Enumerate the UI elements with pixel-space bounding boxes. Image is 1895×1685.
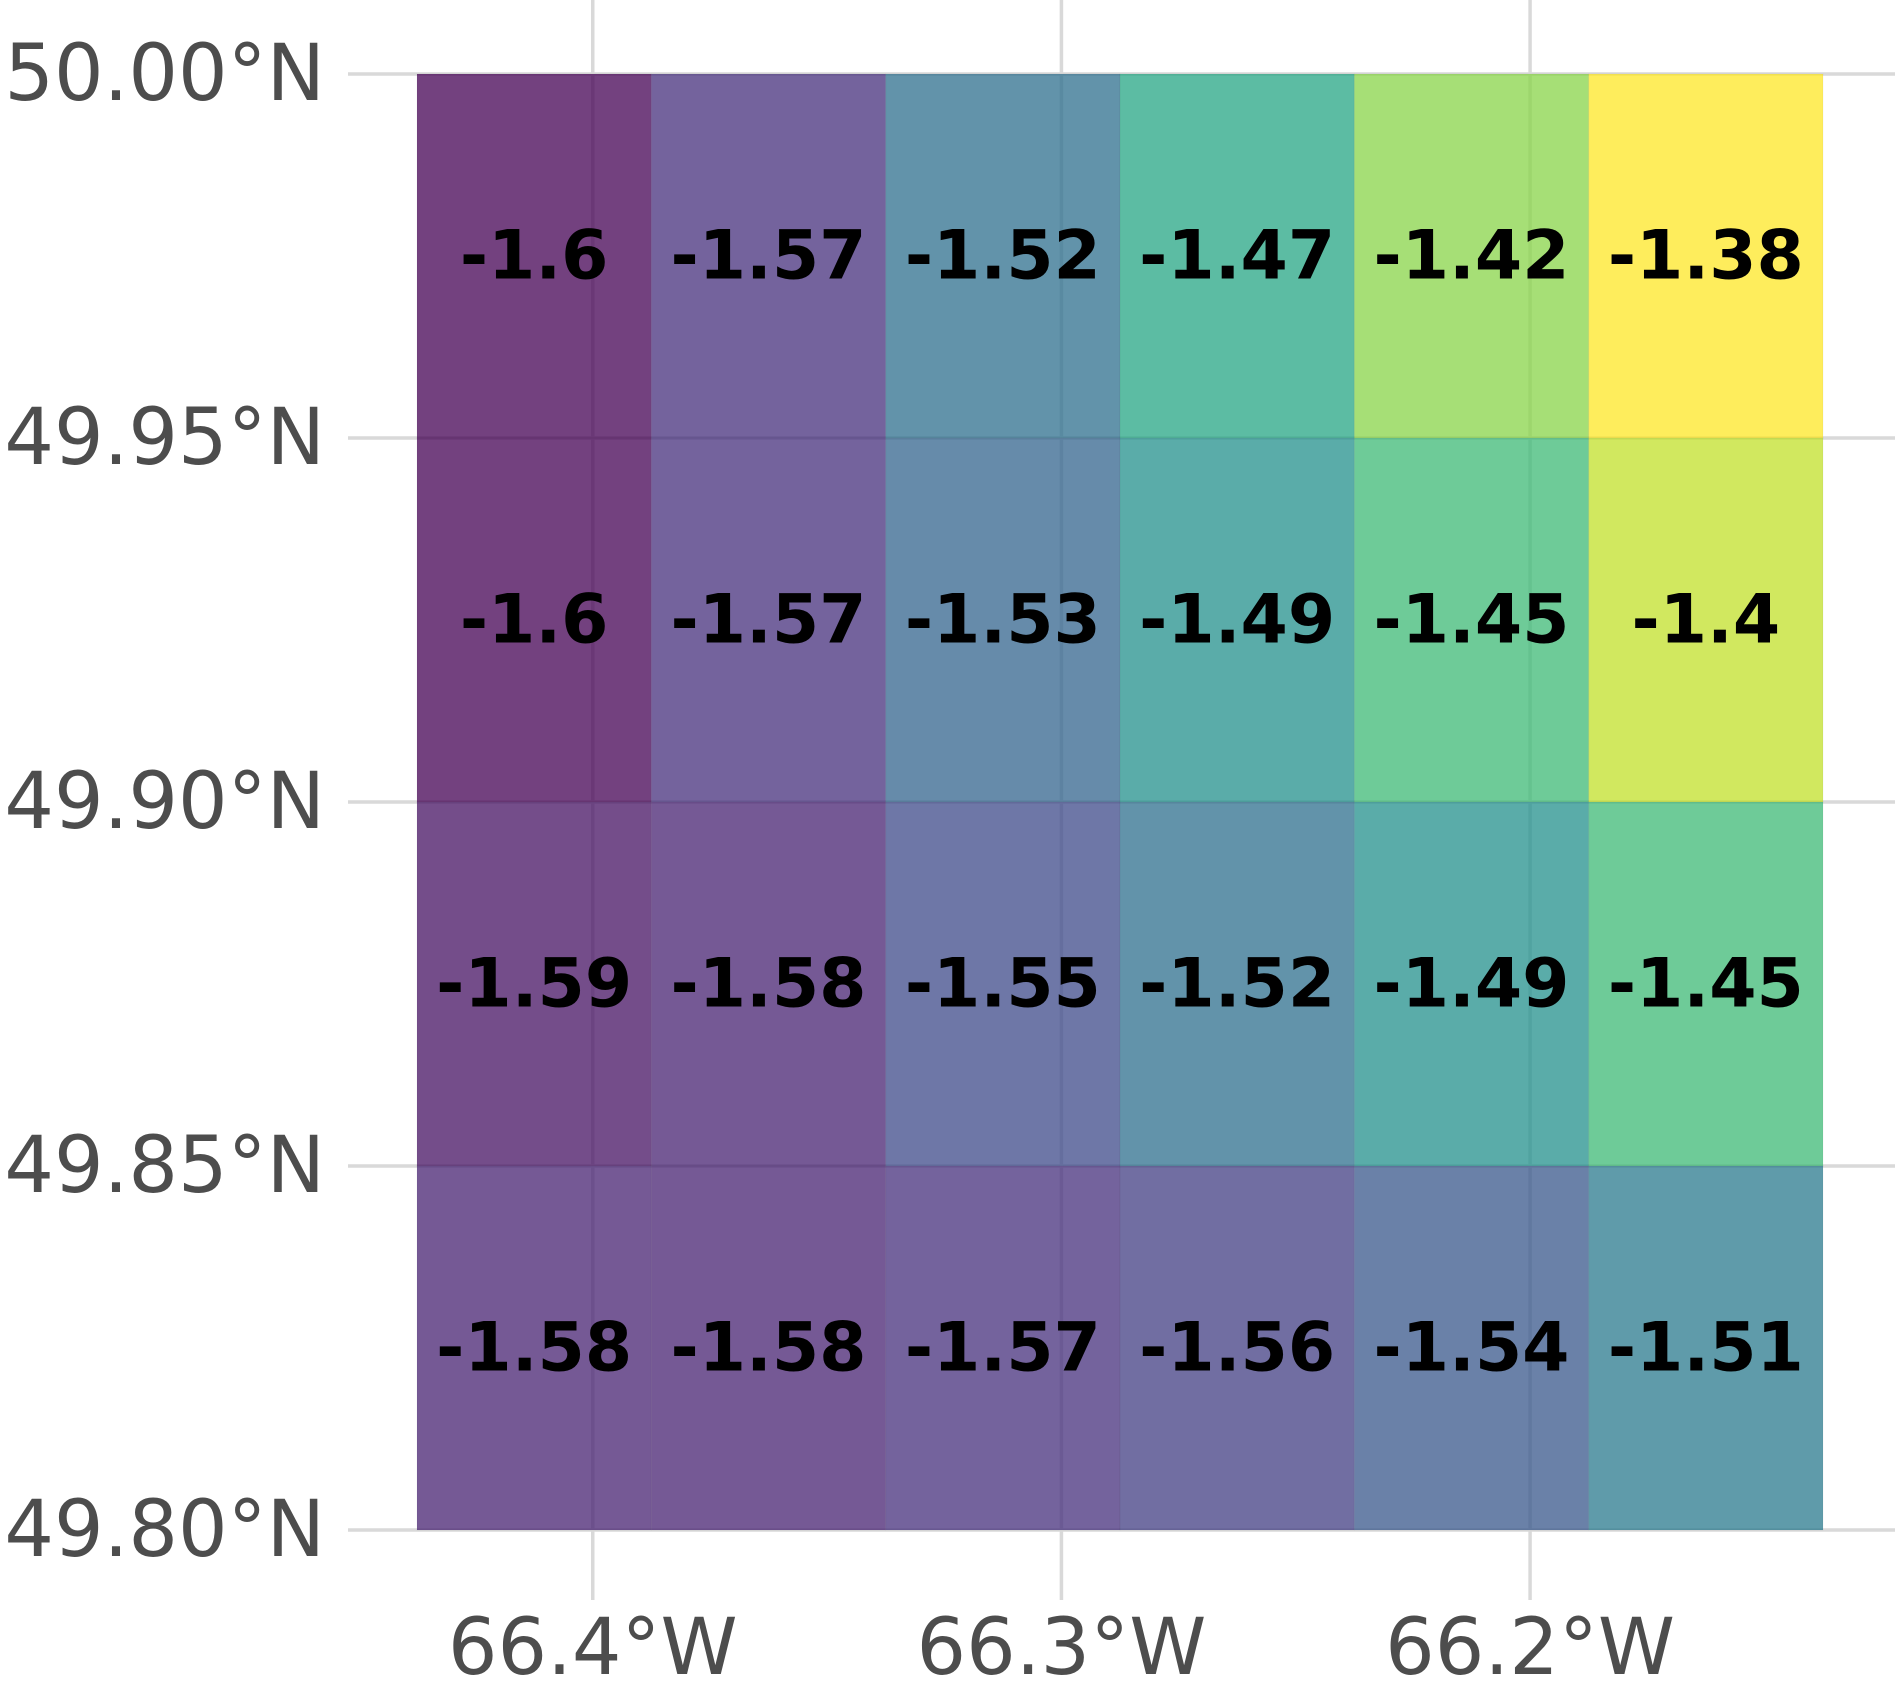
raster-cell — [1353, 73, 1590, 439]
latitude-axis: 50.00°N 49.95°N 49.90°N 49.85°N 49.80°N — [4, 29, 325, 1575]
raster-cell — [1588, 801, 1824, 1167]
cell-value-label: -1.57 — [671, 581, 867, 660]
cell-value-label: -1.4 — [1631, 581, 1780, 660]
longitude-tick-label: 66.3°W — [917, 1603, 1207, 1685]
cell-value-label: -1.58 — [671, 945, 867, 1024]
raster-cell — [650, 73, 887, 439]
cell-value-label: -1.58 — [671, 1309, 867, 1388]
raster-cell — [1119, 801, 1355, 1167]
cell-value-label: -1.59 — [436, 945, 632, 1024]
latitude-tick-label: 49.90°N — [4, 757, 325, 847]
cell-value-label: -1.49 — [1139, 581, 1335, 660]
raster-cell — [416, 437, 652, 803]
cell-value-label: -1.51 — [1608, 1309, 1804, 1388]
raster-cell — [1353, 801, 1590, 1167]
raster-cell — [416, 73, 652, 439]
raster-cell — [885, 73, 1121, 439]
raster-cell — [885, 1165, 1121, 1531]
cell-value-label: -1.6 — [460, 217, 609, 296]
cell-value-label: -1.47 — [1139, 217, 1335, 296]
raster-cell — [1588, 73, 1824, 439]
cell-value-label: -1.57 — [671, 217, 867, 296]
latitude-tick-label: 49.95°N — [4, 393, 325, 483]
cell-value-label: -1.54 — [1374, 1309, 1570, 1388]
cell-value-label: -1.45 — [1374, 581, 1570, 660]
raster-cell — [650, 437, 887, 803]
cell-value-label: -1.55 — [905, 945, 1101, 1024]
cell-value-label: -1.6 — [460, 581, 609, 660]
cell-value-label: -1.53 — [905, 581, 1101, 660]
cell-value-label: -1.42 — [1374, 217, 1570, 296]
raster-cell — [650, 801, 887, 1167]
raster-cell — [885, 801, 1121, 1167]
cell-value-label: -1.56 — [1139, 1309, 1335, 1388]
latitude-tick-label: 49.80°N — [4, 1485, 325, 1575]
cell-value-label: -1.58 — [436, 1309, 632, 1388]
longitude-tick-label: 66.4°W — [448, 1603, 738, 1685]
cell-value-label: -1.45 — [1608, 945, 1804, 1024]
raster-cell — [1588, 437, 1824, 803]
raster-cell — [1119, 1165, 1355, 1531]
raster-cell — [650, 1165, 887, 1531]
latitude-tick-label: 50.00°N — [4, 29, 325, 119]
cell-value-label: -1.52 — [1139, 945, 1335, 1024]
longitude-axis: 66.4°W 66.3°W 66.2°W — [448, 1603, 1675, 1685]
raster-cell — [416, 801, 652, 1167]
cell-value-labels: -1.6 -1.57 -1.52 -1.47 -1.42 -1.38 -1.6 -1.57 -1… — [436, 217, 1804, 1388]
cell-value-label: -1.49 — [1374, 945, 1570, 1024]
cell-value-label: -1.52 — [905, 217, 1101, 296]
raster-cells — [416, 73, 1824, 1531]
longitude-tick-label: 66.2°W — [1385, 1603, 1675, 1685]
cell-value-label: -1.57 — [905, 1309, 1101, 1388]
cell-value-label: -1.38 — [1608, 217, 1804, 296]
raster-cell — [1353, 437, 1590, 803]
raster-cell — [1588, 1165, 1824, 1531]
raster-cell — [1353, 1165, 1590, 1531]
latitude-tick-label: 49.85°N — [4, 1121, 325, 1211]
raster-cell — [416, 1165, 652, 1531]
